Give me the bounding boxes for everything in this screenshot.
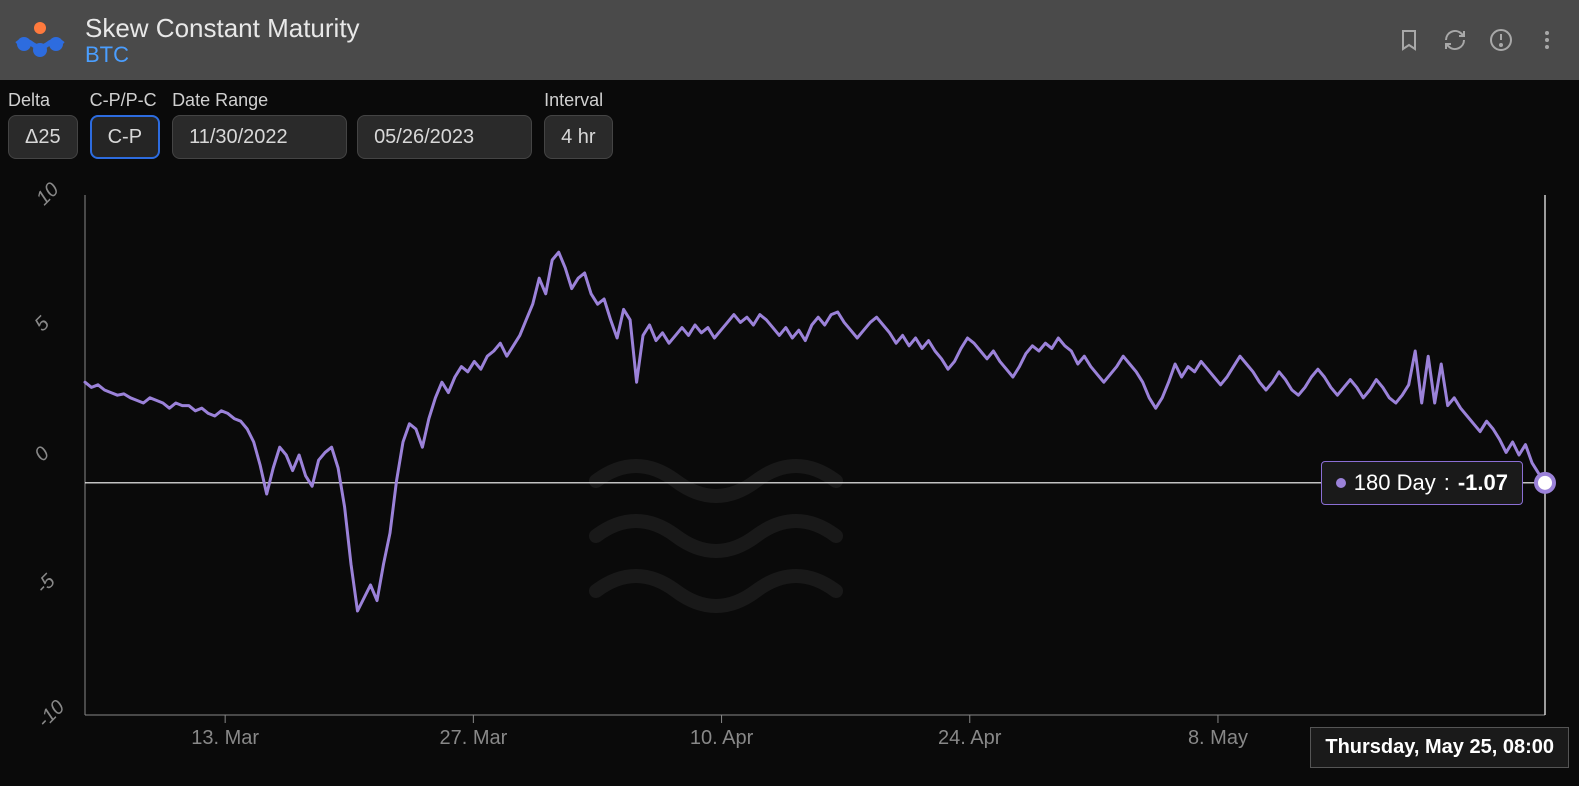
page-subtitle: BTC: [85, 42, 360, 68]
app-header: Skew Constant Maturity BTC: [0, 0, 1579, 80]
daterange-control: Date Range 11/30/2022 05/26/2023: [172, 90, 532, 159]
app-logo: [10, 15, 70, 65]
delta-button[interactable]: Δ25: [8, 115, 78, 159]
page-title: Skew Constant Maturity: [85, 13, 360, 44]
cursor-date-label: Thursday, May 25, 08:00: [1310, 727, 1569, 768]
header-actions: [1397, 28, 1559, 52]
bookmark-icon[interactable]: [1397, 28, 1421, 52]
title-block: Skew Constant Maturity BTC: [85, 13, 360, 68]
interval-control: Interval 4 hr: [544, 90, 612, 159]
tooltip-dot-icon: [1336, 478, 1346, 488]
refresh-icon[interactable]: [1443, 28, 1467, 52]
cp-label: C-P/P-C: [90, 90, 160, 111]
interval-button[interactable]: 4 hr: [544, 115, 612, 159]
tooltip-series-label: 180 Day: [1354, 470, 1436, 496]
delta-label: Delta: [8, 90, 78, 111]
tooltip-value: -1.07: [1458, 470, 1508, 496]
daterange-label: Date Range: [172, 90, 532, 111]
x-tick-label: 10. Apr: [690, 727, 753, 750]
date-from-input[interactable]: 11/30/2022: [172, 115, 347, 159]
info-icon[interactable]: [1489, 28, 1513, 52]
interval-label: Interval: [544, 90, 612, 111]
chart-tooltip: 180 Day: -1.07: [1321, 461, 1523, 505]
more-icon[interactable]: [1535, 28, 1559, 52]
x-tick-label: 13. Mar: [191, 727, 259, 750]
cp-control: C-P/P-C C-P: [90, 90, 160, 159]
x-tick-label: 24. Apr: [938, 727, 1001, 750]
controls-bar: Delta Δ25 C-P/P-C C-P Date Range 11/30/2…: [0, 80, 1579, 165]
chart-area[interactable]: -10-50510 13. Mar27. Mar10. Apr24. Apr8.…: [0, 165, 1579, 786]
date-to-input[interactable]: 05/26/2023: [357, 115, 532, 159]
x-tick-label: 27. Mar: [439, 727, 507, 750]
x-tick-label: 8. May: [1188, 727, 1248, 750]
delta-control: Delta Δ25: [8, 90, 78, 159]
cp-button[interactable]: C-P: [90, 115, 160, 159]
